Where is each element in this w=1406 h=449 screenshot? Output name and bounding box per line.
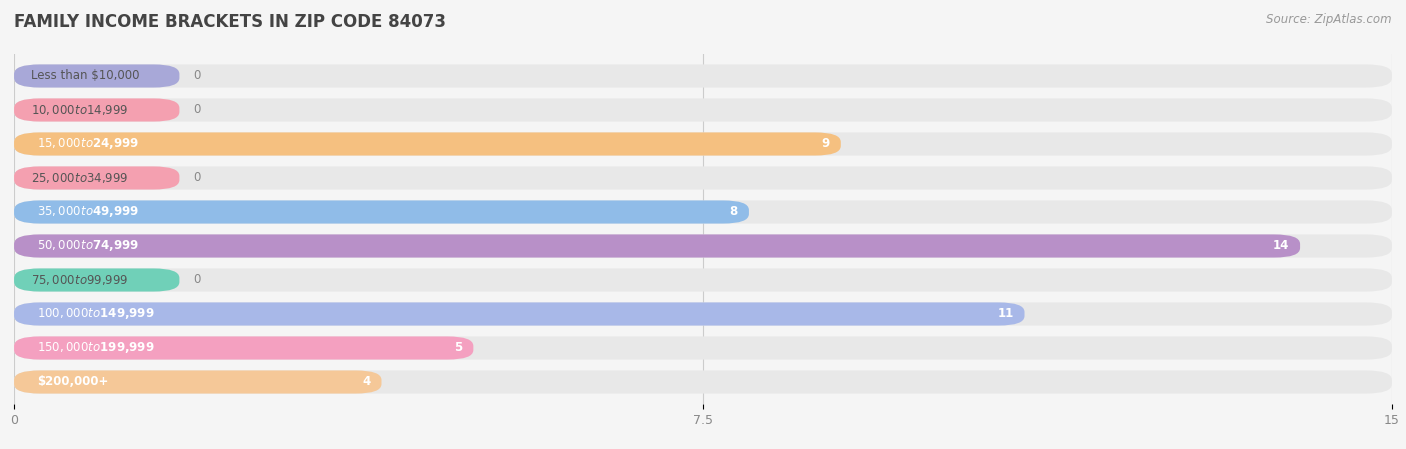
Text: Source: ZipAtlas.com: Source: ZipAtlas.com xyxy=(1267,13,1392,26)
Text: 4: 4 xyxy=(363,375,370,388)
FancyBboxPatch shape xyxy=(14,234,1301,258)
FancyBboxPatch shape xyxy=(14,98,180,122)
Text: $10,000 to $14,999: $10,000 to $14,999 xyxy=(31,103,128,117)
Text: $35,000 to $49,999: $35,000 to $49,999 xyxy=(37,204,139,220)
FancyBboxPatch shape xyxy=(14,167,1392,189)
Text: 9: 9 xyxy=(821,137,830,150)
FancyBboxPatch shape xyxy=(14,132,841,155)
Text: 8: 8 xyxy=(730,206,738,219)
FancyBboxPatch shape xyxy=(14,303,1025,326)
FancyBboxPatch shape xyxy=(14,269,1392,291)
FancyBboxPatch shape xyxy=(14,234,1392,258)
FancyBboxPatch shape xyxy=(14,336,474,360)
Text: $25,000 to $34,999: $25,000 to $34,999 xyxy=(31,171,128,185)
FancyBboxPatch shape xyxy=(14,370,1392,394)
Text: FAMILY INCOME BRACKETS IN ZIP CODE 84073: FAMILY INCOME BRACKETS IN ZIP CODE 84073 xyxy=(14,13,446,31)
FancyBboxPatch shape xyxy=(14,200,749,224)
Text: $15,000 to $24,999: $15,000 to $24,999 xyxy=(37,136,139,151)
FancyBboxPatch shape xyxy=(14,336,1392,360)
FancyBboxPatch shape xyxy=(14,64,1392,88)
Text: 11: 11 xyxy=(997,308,1014,321)
Text: $200,000+: $200,000+ xyxy=(37,375,108,388)
Text: 5: 5 xyxy=(454,342,463,355)
Text: $150,000 to $199,999: $150,000 to $199,999 xyxy=(37,340,155,356)
Text: $100,000 to $149,999: $100,000 to $149,999 xyxy=(37,307,155,321)
FancyBboxPatch shape xyxy=(14,98,1392,122)
Text: 0: 0 xyxy=(193,103,201,116)
Text: Less than $10,000: Less than $10,000 xyxy=(31,70,139,83)
FancyBboxPatch shape xyxy=(14,132,1392,155)
FancyBboxPatch shape xyxy=(14,167,180,189)
Text: $50,000 to $74,999: $50,000 to $74,999 xyxy=(37,238,139,254)
Text: 14: 14 xyxy=(1272,239,1289,252)
FancyBboxPatch shape xyxy=(14,303,1392,326)
Text: $75,000 to $99,999: $75,000 to $99,999 xyxy=(31,273,128,287)
FancyBboxPatch shape xyxy=(14,269,180,291)
Text: 0: 0 xyxy=(193,172,201,185)
FancyBboxPatch shape xyxy=(14,370,381,394)
Text: 0: 0 xyxy=(193,273,201,286)
FancyBboxPatch shape xyxy=(14,64,180,88)
FancyBboxPatch shape xyxy=(14,200,1392,224)
Text: 0: 0 xyxy=(193,70,201,83)
